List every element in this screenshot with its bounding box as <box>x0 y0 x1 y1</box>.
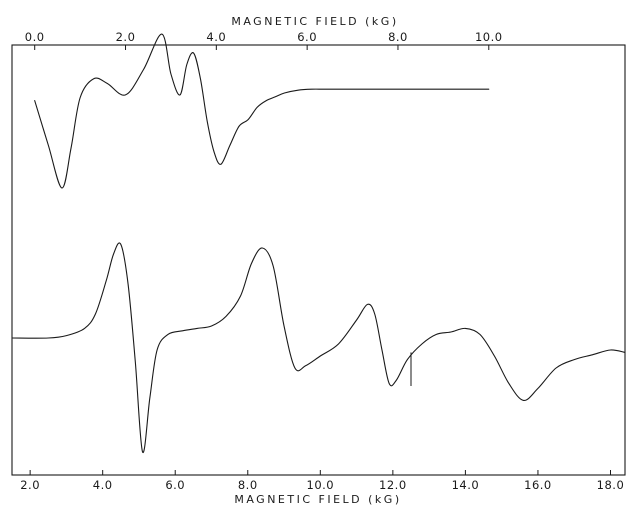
bottom-tick-label: 16.0 <box>524 478 552 492</box>
top-tick-label: 10.0 <box>475 30 503 44</box>
top-axis-title: MAGNETIC FIELD (kG) <box>231 15 398 28</box>
bottom-axis-ticks: 2.0 4.0 6.0 8.0 10.0 12.0 14.0 16.0 18.0 <box>20 470 624 492</box>
bottom-axis-title: MAGNETIC FIELD (kG) <box>234 493 401 506</box>
lower-spectrum-line <box>11 242 626 453</box>
top-axis-ticks: 0.0 2.0 4.0 6.0 8.0 10.0 <box>25 30 503 50</box>
top-tick-label: 0.0 <box>25 30 45 44</box>
top-tick-label: 8.0 <box>388 30 408 44</box>
bottom-tick-label: 10.0 <box>307 478 335 492</box>
bottom-tick-label: 18.0 <box>597 478 625 492</box>
bottom-tick-label: 4.0 <box>93 478 113 492</box>
upper-spectrum-line <box>34 33 490 189</box>
spectrum-traces <box>11 33 626 453</box>
top-tick-label: 2.0 <box>116 30 136 44</box>
bottom-tick-label: 14.0 <box>452 478 480 492</box>
plot-frame <box>11 44 626 476</box>
bottom-tick-label: 2.0 <box>20 478 40 492</box>
bottom-tick-label: 12.0 <box>379 478 407 492</box>
top-tick-label: 6.0 <box>297 30 317 44</box>
bottom-tick-label: 6.0 <box>165 478 185 492</box>
bottom-tick-label: 8.0 <box>238 478 258 492</box>
top-tick-label: 4.0 <box>206 30 226 44</box>
